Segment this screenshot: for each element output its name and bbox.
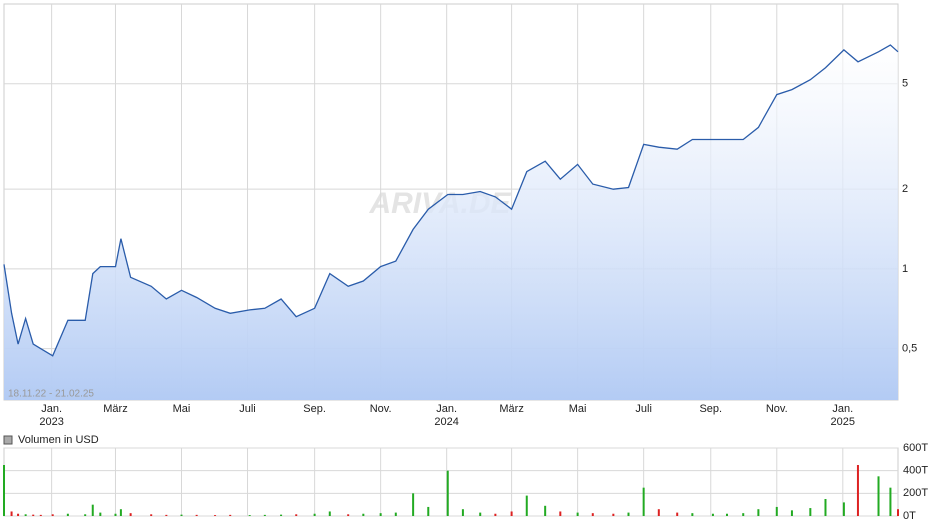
volume-bar bbox=[897, 509, 899, 516]
volume-bar bbox=[129, 513, 132, 516]
y-tick-label: 1 bbox=[902, 263, 908, 275]
y-tick-label: 0,5 bbox=[902, 343, 917, 355]
volume-bar bbox=[114, 513, 117, 516]
volume-bar bbox=[657, 509, 660, 516]
volume-bar bbox=[180, 514, 183, 516]
volume-bar bbox=[612, 513, 615, 516]
volume-bar bbox=[775, 506, 778, 516]
volume-bar bbox=[313, 513, 316, 516]
volume-bar bbox=[479, 512, 482, 516]
x-tick-label: Mai bbox=[173, 403, 191, 415]
x-year-label: 2024 bbox=[434, 416, 458, 428]
volume-bar bbox=[379, 513, 382, 516]
x-tick-label: Sep. bbox=[699, 403, 722, 415]
x-tick-label: Juli bbox=[239, 403, 256, 415]
volume-bar bbox=[559, 511, 562, 516]
volume-bar bbox=[3, 465, 5, 516]
volume-bar bbox=[711, 513, 714, 516]
volume-bar bbox=[446, 470, 449, 516]
volume-bar bbox=[510, 511, 513, 516]
volume-bar bbox=[39, 514, 42, 516]
volume-bar bbox=[676, 512, 679, 516]
price-line bbox=[3, 44, 899, 357]
y-tick-label: 0T bbox=[903, 510, 916, 522]
volume-bar bbox=[165, 514, 168, 516]
x-year-label: 2025 bbox=[831, 416, 855, 428]
volume-bar bbox=[214, 515, 217, 516]
x-tick-label: Mai bbox=[569, 403, 587, 415]
volume-bar bbox=[742, 513, 745, 516]
volume-bar bbox=[544, 505, 547, 516]
volume-bar bbox=[856, 465, 859, 516]
volume-bar bbox=[757, 509, 760, 516]
volume-bar bbox=[790, 510, 793, 516]
volume-bar bbox=[427, 506, 430, 516]
x-tick-label: Nov. bbox=[766, 403, 788, 415]
volume-bar bbox=[347, 514, 350, 516]
volume-bar bbox=[32, 514, 35, 516]
volume-bar bbox=[24, 514, 27, 516]
x-year-label: 2023 bbox=[39, 416, 63, 428]
volume-bar bbox=[394, 512, 397, 516]
volume-bar bbox=[461, 509, 464, 516]
x-tick-label: März bbox=[103, 403, 127, 415]
x-tick-label: Jan. bbox=[41, 403, 62, 415]
y-tick-label: 200T bbox=[903, 487, 928, 499]
volume-bar bbox=[263, 514, 266, 516]
volume-bar bbox=[889, 487, 892, 516]
x-tick-label: Jan. bbox=[832, 403, 853, 415]
volume-bar bbox=[51, 514, 54, 516]
volume-bar bbox=[328, 511, 331, 516]
volume-bar bbox=[576, 512, 579, 516]
volume-bar bbox=[842, 502, 845, 516]
x-tick-label: Jan. bbox=[436, 403, 457, 415]
volume-bar bbox=[229, 514, 232, 516]
volume-bar bbox=[412, 493, 415, 516]
volume-bar bbox=[99, 512, 102, 516]
volume-bar bbox=[91, 504, 94, 516]
volume-bar bbox=[627, 512, 630, 516]
volume-bar bbox=[17, 513, 20, 516]
volume-bar bbox=[84, 514, 87, 516]
volume-bar bbox=[280, 514, 283, 516]
volume-bar bbox=[642, 487, 645, 516]
volume-bar bbox=[295, 514, 298, 516]
volume-bar bbox=[691, 513, 694, 516]
legend-label: Volumen in USD bbox=[18, 434, 99, 446]
volume-bar bbox=[824, 499, 827, 516]
x-tick-label: Sep. bbox=[303, 403, 326, 415]
volume-bar bbox=[150, 514, 153, 516]
price-area bbox=[4, 45, 898, 400]
x-tick-label: Nov. bbox=[370, 403, 392, 415]
y-tick-label: 2 bbox=[902, 183, 908, 195]
x-tick-label: März bbox=[499, 403, 523, 415]
x-tick-label: Juli bbox=[635, 403, 652, 415]
y-tick-label: 5 bbox=[902, 78, 908, 90]
volume-bar bbox=[725, 513, 728, 516]
volume-frame bbox=[3, 447, 899, 517]
date-range: 18.11.22 - 21.02.25 bbox=[8, 389, 94, 400]
volume-bar bbox=[494, 513, 497, 516]
volume-bar bbox=[362, 513, 365, 516]
volume-bar bbox=[591, 513, 594, 516]
volume-bar bbox=[66, 513, 69, 516]
volume-bar bbox=[195, 514, 198, 516]
volume-bar bbox=[877, 476, 880, 516]
volume-bar bbox=[248, 515, 251, 516]
y-tick-label: 600T bbox=[903, 442, 928, 454]
volume-bar bbox=[10, 511, 13, 516]
legend-swatch bbox=[3, 435, 13, 445]
volume-bar bbox=[119, 509, 122, 516]
volume-bar bbox=[809, 508, 812, 516]
y-tick-label: 400T bbox=[903, 465, 928, 477]
volume-bar bbox=[525, 495, 528, 516]
